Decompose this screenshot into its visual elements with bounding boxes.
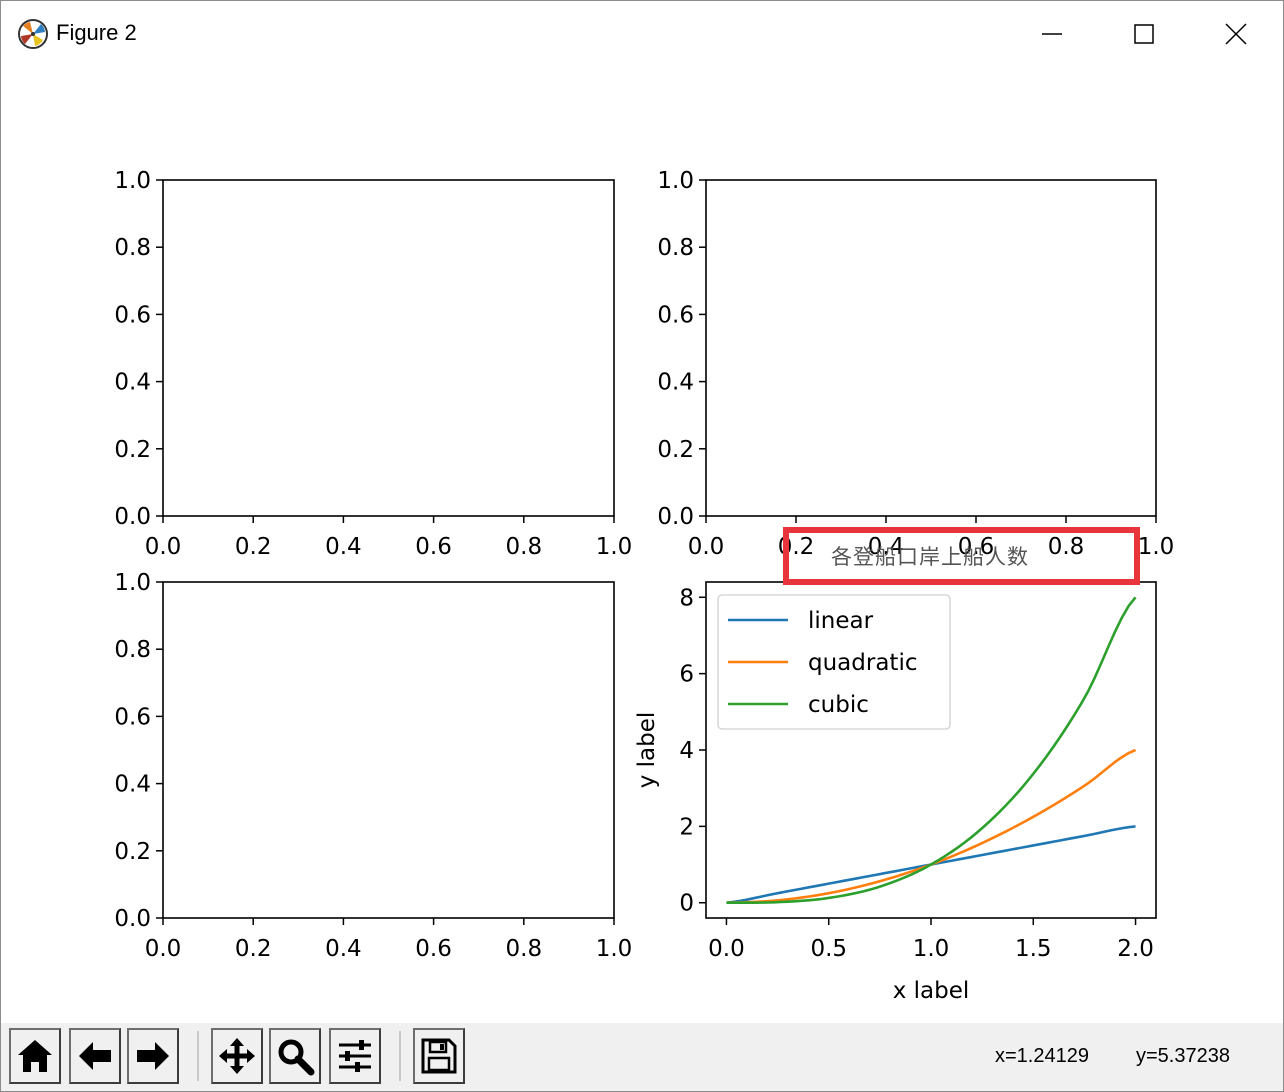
x-tick-label: 0.2 bbox=[235, 936, 272, 962]
subplot-bottom-right: 0.0 0.5 1.0 1.5 2.0 0 2 4 6 8 x label y label linear… bbox=[634, 527, 1157, 1004]
x-tick-label: 0.8 bbox=[506, 936, 543, 962]
navigation-toolbar bbox=[1, 1023, 1283, 1091]
floppy-disk-icon bbox=[421, 1038, 457, 1074]
window-title: Figure 2 bbox=[56, 20, 137, 45]
matplotlib-logo-icon bbox=[18, 19, 48, 49]
toolbar-separator bbox=[197, 1031, 199, 1081]
magnifier-icon bbox=[278, 1039, 315, 1076]
y-tick-label: 1.0 bbox=[114, 570, 151, 596]
y-tick-label: 0.6 bbox=[114, 704, 151, 730]
y-tick-label: 6 bbox=[679, 662, 694, 688]
x-tick-label: 0.5 bbox=[810, 936, 847, 962]
x-tick-label: 1.0 bbox=[913, 936, 950, 962]
home-button[interactable] bbox=[9, 1028, 61, 1084]
y-tick-label: 1.0 bbox=[114, 168, 151, 194]
configure-subplots-button[interactable] bbox=[329, 1028, 381, 1084]
x-tick-label: 0.6 bbox=[958, 534, 995, 560]
axes-title: 各登船口岸上船人数 bbox=[831, 545, 1029, 569]
y-tick-label: 0.2 bbox=[657, 437, 694, 463]
y-tick-label: 0.4 bbox=[114, 370, 151, 396]
x-tick-label: 0.8 bbox=[506, 534, 543, 560]
x-tick-label: 1.5 bbox=[1015, 936, 1052, 962]
back-button[interactable] bbox=[69, 1028, 121, 1084]
axes-frame bbox=[162, 581, 615, 919]
arrow-right-icon bbox=[137, 1042, 169, 1070]
toolbar-separator bbox=[399, 1031, 401, 1081]
y-tick-label: 0.4 bbox=[657, 370, 694, 396]
y-tick-label: 0.6 bbox=[657, 302, 694, 328]
home-icon bbox=[18, 1040, 52, 1072]
zoom-button[interactable] bbox=[269, 1028, 321, 1084]
y-tick-label: 0.4 bbox=[114, 772, 151, 798]
y-tick-label: 0.8 bbox=[114, 637, 151, 663]
y-tick-label: 1.0 bbox=[657, 168, 694, 194]
axes-frame bbox=[705, 179, 1157, 517]
legend-label-quadratic: quadratic bbox=[808, 650, 917, 676]
y-tick-label: 0 bbox=[679, 891, 694, 917]
pan-button[interactable] bbox=[211, 1028, 263, 1084]
x-tick-label: 0.4 bbox=[325, 936, 362, 962]
y-tick-label: 0.2 bbox=[114, 839, 151, 865]
x-tick-label: 0.8 bbox=[1048, 534, 1085, 560]
x-axis-label: x label bbox=[893, 978, 970, 1004]
x-tick-label: 0.0 bbox=[145, 936, 182, 962]
x-tick-label: 1.0 bbox=[1138, 534, 1175, 560]
title-bar[interactable]: Figure 2 bbox=[1, 1, 1283, 65]
y-tick-label: 8 bbox=[679, 585, 694, 611]
subplot-top-left: 0.0 0.2 0.4 0.6 0.8 1.0 0.0 0.2 0.4 0.6 0.8 1.0 bbox=[114, 168, 632, 560]
series-line-cubic bbox=[726, 596, 1137, 905]
series-line-quadratic bbox=[726, 748, 1137, 905]
y-tick-label: 0.0 bbox=[657, 504, 694, 530]
subplots-grid[interactable]: 0.0 0.2 0.4 0.6 0.8 1.00.00.20.40.60.81.00.0 0… bbox=[1, 65, 1283, 1023]
y-tick-label: 4 bbox=[679, 738, 694, 764]
x-tick-label: 0.0 bbox=[708, 936, 745, 962]
save-button[interactable] bbox=[413, 1028, 465, 1084]
x-tick-label: 0.6 bbox=[415, 936, 452, 962]
close-icon bbox=[1225, 23, 1247, 45]
y-axis-label: y label bbox=[634, 712, 660, 789]
arrow-left-icon bbox=[79, 1042, 111, 1070]
maximize-button[interactable] bbox=[1097, 1, 1189, 65]
x-tick-label: 0.0 bbox=[688, 534, 725, 560]
legend-box bbox=[717, 594, 951, 730]
x-tick-label: 0.4 bbox=[868, 534, 905, 560]
minimize-icon bbox=[1042, 33, 1062, 35]
x-tick-label: 0.0 bbox=[145, 534, 182, 560]
title-highlight-box bbox=[783, 527, 1140, 585]
subplot-top-right: 0.0 0.2 0.4 0.6 0.8 1.00.00.20.40.60.81.0 bbox=[657, 168, 1174, 560]
axes-frame bbox=[162, 179, 615, 517]
x-tick-label: 1.0 bbox=[596, 534, 633, 560]
forward-button[interactable] bbox=[127, 1028, 179, 1084]
cursor-y-coordinate: y=5.37238 bbox=[1136, 1045, 1230, 1067]
y-tick-label: 0.6 bbox=[114, 302, 151, 328]
y-tick-label: 0.0 bbox=[114, 504, 151, 530]
y-tick-label: 0.0 bbox=[114, 906, 151, 932]
x-tick-label: 0.2 bbox=[235, 534, 272, 560]
y-tick-label: 2 bbox=[679, 814, 694, 840]
sliders-icon bbox=[339, 1040, 371, 1072]
x-tick-label: 1.0 bbox=[596, 936, 633, 962]
close-button[interactable] bbox=[1189, 1, 1281, 65]
x-tick-label: 0.6 bbox=[415, 534, 452, 560]
cursor-x-coordinate: x=1.24129 bbox=[995, 1045, 1089, 1067]
y-tick-label: 0.8 bbox=[114, 235, 151, 261]
y-tick-label: 0.8 bbox=[657, 235, 694, 261]
y-tick-label: 0.2 bbox=[114, 437, 151, 463]
move-icon bbox=[219, 1038, 255, 1074]
figure-canvas[interactable]: 0.0 0.2 0.4 0.6 0.8 1.0 0.0 0.2 0.4 0.6 0.8 1.0 0.0 0… bbox=[1, 65, 1283, 1023]
legend-label-linear: linear bbox=[808, 608, 874, 634]
minimize-button[interactable] bbox=[1005, 1, 1097, 65]
legend-label-cubic: cubic bbox=[808, 692, 869, 718]
x-tick-label: 0.4 bbox=[325, 534, 362, 560]
subplot-bottom-left: 0.0 0.2 0.4 0.6 0.8 1.0 0.0 0.2 0.4 0.6 0.8 1.0 bbox=[114, 570, 632, 962]
x-tick-label: 2.0 bbox=[1117, 936, 1154, 962]
maximize-icon bbox=[1134, 24, 1154, 44]
